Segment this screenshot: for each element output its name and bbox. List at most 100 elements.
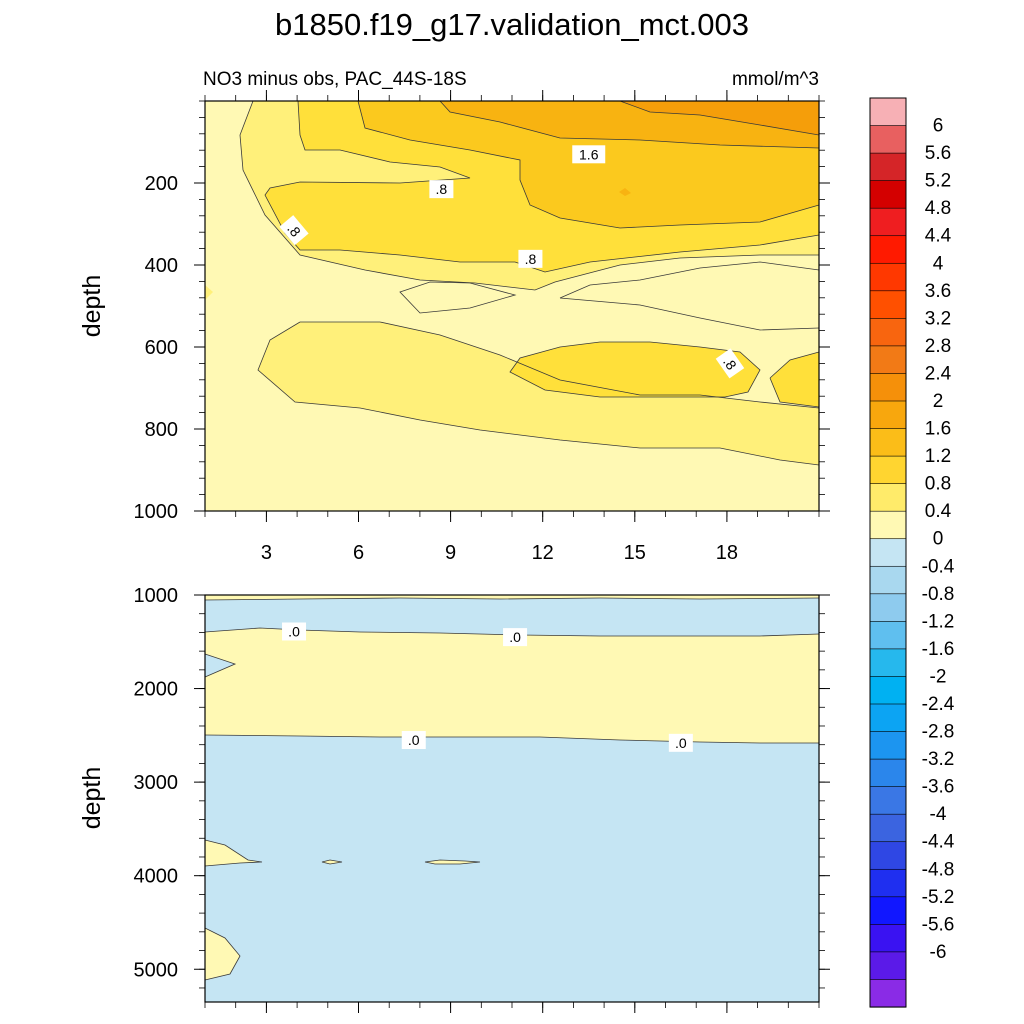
colorbar-box [869, 648, 907, 678]
contour-label: .8 [715, 348, 745, 379]
panel2-deep-patch [205, 840, 262, 866]
contour-label-text: 1.6 [579, 146, 599, 162]
colorbar-box [869, 951, 907, 981]
panel2-middle-band [205, 628, 819, 743]
panel1-subtitle-right: mmol/m^3 [732, 69, 819, 90]
y-tick-label: 2000 [134, 679, 179, 701]
colorbar-label: 0.4 [925, 501, 952, 522]
colorbar-box [869, 318, 907, 347]
colorbar-label: -0.8 [922, 584, 955, 605]
contour-label: .0 [668, 733, 693, 752]
colorbar-label: 5.6 [925, 143, 951, 164]
panel2-left-notch [205, 654, 235, 677]
colorbar-label: -6 [930, 942, 947, 963]
colorbar-box [869, 125, 907, 154]
colorbar-box [869, 924, 907, 953]
contour-label-text: .0 [675, 735, 687, 751]
contour-label-bg [668, 733, 693, 752]
colorbar-box [869, 207, 907, 237]
colorbar-label: -4.8 [922, 859, 955, 880]
contour-label-bg [572, 145, 606, 164]
contour-label: .0 [282, 622, 307, 641]
colorbar-label: 4.4 [925, 226, 952, 247]
y-tick-label: 600 [145, 337, 178, 359]
colorbar-label: -1.2 [922, 611, 955, 632]
colorbar-box [869, 510, 907, 540]
colorbar-box [869, 593, 907, 622]
panel2-contour-fills [205, 595, 819, 1002]
panel1-contour-lines [239, 100, 820, 466]
x-tick-label: 12 [532, 542, 554, 564]
panel2-contour-labels: .0 .0 .0 .0 [282, 622, 693, 752]
colorbar-box [869, 97, 907, 127]
contour-label: 1.6 [572, 145, 606, 164]
colorbar-label: -2.4 [922, 694, 955, 715]
contour-label-bg [279, 215, 309, 246]
x-tick-label: 18 [716, 542, 738, 564]
colorbar-box [869, 813, 907, 843]
panel1-small-spot [619, 188, 631, 196]
panel2-ticks: 1000 2000 3000 4000 5000 [134, 585, 830, 1013]
panel2-contour-lines [204, 597, 820, 981]
contour-label-bg [503, 628, 528, 647]
contour-label-bg [282, 622, 307, 641]
panel1-subtitle-left: NO3 minus obs, PAC_44S-18S [203, 69, 467, 90]
y-tick-label: 1000 [134, 585, 179, 607]
panel1-notch-left [205, 285, 213, 300]
x-tick-label: 3 [261, 542, 272, 564]
colorbar-label: -2.8 [922, 722, 955, 743]
colorbar-box [869, 896, 907, 925]
panel-upper: NO3 minus obs, PAC_44S-18S mmol/m^3 [78, 69, 830, 564]
colorbar-box [869, 428, 907, 457]
panel1-ticks: 200 400 600 800 1000 3 6 9 12 15 18 [134, 90, 830, 564]
colorbar-label: -4.4 [922, 832, 955, 853]
colorbar-box [869, 758, 907, 788]
colorbar-box [869, 483, 907, 512]
colorbar-label: 1.2 [925, 446, 951, 467]
contour-label-bg [401, 731, 426, 750]
contour-label-text: .0 [408, 732, 420, 748]
colorbar-label: 4 [933, 253, 944, 274]
contour-label: .8 [518, 249, 543, 268]
colorbar-box [869, 979, 907, 1008]
contour-label: .0 [401, 731, 426, 750]
colorbar-box [869, 703, 907, 733]
y-tick-label: 3000 [134, 772, 179, 794]
panel1-pale-tongue-right [560, 262, 819, 330]
contour-label-text: .8 [436, 181, 448, 197]
contour-label-bg [429, 180, 454, 199]
colorbar-label: -0.4 [922, 556, 955, 577]
panel1-band-04b [258, 322, 819, 465]
panel1-band-08b [510, 342, 760, 397]
colorbar-box [869, 538, 907, 567]
colorbar-box [869, 868, 907, 898]
colorbar-label: -3.6 [922, 777, 955, 798]
colorbar-label: -5.6 [922, 914, 955, 935]
panel1-contour-fills [205, 101, 819, 511]
colorbar-box [869, 786, 907, 815]
panel2-top-strip [205, 595, 819, 600]
contour-label: .0 [503, 628, 528, 647]
colorbar-label: 2.4 [925, 363, 952, 384]
x-tick-label: 9 [445, 542, 456, 564]
panel1-ylabel: depth [78, 275, 106, 338]
panel2-ylabel: depth [78, 767, 106, 830]
chart-title: b1850.f19_g17.validation_mct.003 [275, 7, 749, 42]
contour-label-bg [518, 249, 543, 268]
panel-lower: .0 .0 .0 .0 1000 2000 3000 4000 5000 depth [78, 585, 830, 1013]
y-tick-label: 800 [145, 419, 178, 441]
colorbar-label: 0.8 [925, 474, 951, 495]
colorbar-label: 0 [933, 529, 944, 550]
colorbar-box [869, 290, 907, 319]
colorbar-box [869, 676, 907, 705]
colorbar-box [869, 841, 907, 870]
contour-label-text: .0 [509, 629, 521, 645]
panel1-band-08c [770, 352, 819, 407]
colorbar-box [869, 455, 907, 485]
colorbar-box [869, 180, 907, 209]
colorbar-label: 3.2 [925, 308, 951, 329]
colorbar-label: 3.6 [925, 281, 951, 302]
panel1-pale-tongue [400, 282, 515, 313]
colorbar-label: -3.2 [922, 749, 955, 770]
